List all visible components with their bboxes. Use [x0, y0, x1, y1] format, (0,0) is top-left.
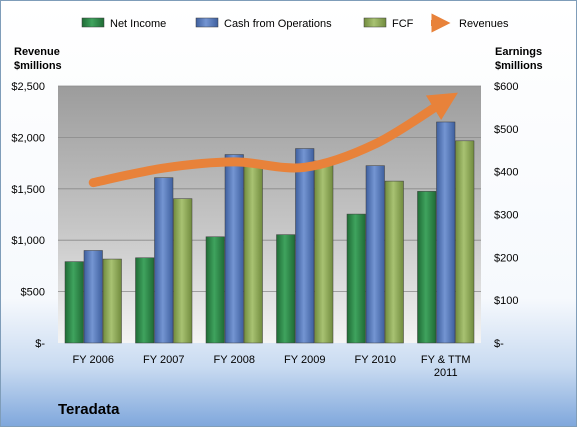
bar-fcf: [173, 198, 193, 344]
bar-cash-from-operations: [295, 148, 315, 344]
x-axis-ticks: FY 2006 FY 2007 FY 2008 FY 2009 FY 2010 FY & …: [73, 354, 471, 379]
x-tick-label-line: FY 2008: [214, 354, 255, 366]
right-tick-label: $600: [494, 81, 518, 93]
bar-net-income: [346, 213, 366, 344]
bar-net-income: [276, 234, 296, 344]
x-tick-label: FY 2007: [143, 354, 184, 366]
left-tick-label: $1,500: [11, 184, 45, 196]
x-tick-label-line: 2011: [434, 367, 458, 379]
left-axis-title-line-2: $millions: [14, 60, 62, 72]
bar-net-income: [205, 236, 225, 344]
legend-label: Revenues: [459, 18, 509, 30]
plot-area: [58, 86, 481, 343]
bar-net-income: [135, 257, 155, 344]
legend-label: Net Income: [110, 18, 166, 30]
legend-item-fcf: FCF: [363, 17, 414, 30]
gridlines: [58, 85, 481, 293]
legend-item-revenues: Revenues: [431, 13, 509, 33]
company-name: Teradata: [58, 401, 120, 418]
right-tick-label: $100: [494, 295, 518, 307]
right-tick-label: $-: [494, 338, 504, 350]
left-axis-title-line-1: Revenue: [14, 46, 60, 58]
legend-item-cash-from-operations: Cash from Operations: [195, 17, 332, 30]
x-tick-label-line: FY 2010: [355, 354, 396, 366]
right-axis-title-line-2: $millions: [495, 60, 543, 72]
right-axis-title: Earnings $millions: [495, 46, 545, 72]
right-tick-label: $500: [494, 124, 518, 136]
x-tick-label-line: FY 2007: [143, 354, 184, 366]
bar-fcf: [384, 180, 404, 344]
legend: Net Income Cash from Operations FCF Revenue…: [81, 13, 509, 33]
bar-fcf: [455, 140, 475, 344]
right-tick-label: $300: [494, 210, 518, 222]
bar-cash-from-operations: [83, 250, 103, 344]
legend-label: Cash from Operations: [224, 18, 332, 30]
x-tick-label: FY & TTM 2011: [421, 354, 471, 379]
x-tick-label-line: FY 2006: [73, 354, 114, 366]
x-tick-label: FY 2008: [214, 354, 255, 366]
x-tick-label: FY 2009: [284, 354, 325, 366]
bar-fcf: [102, 258, 122, 344]
bar-fcf: [243, 162, 263, 344]
right-axis-title-line-1: Earnings: [495, 46, 542, 58]
bar-net-income: [417, 191, 437, 344]
x-tick-label-line: FY 2009: [284, 354, 325, 366]
left-axis-ticks: $- $500 $1,000 $1,500 $2,000 $2,500: [11, 81, 45, 350]
left-tick-label: $2,000: [11, 132, 45, 144]
revenues-series-line: [88, 92, 458, 188]
left-axis-title: Revenue $millions: [14, 46, 63, 72]
right-tick-label: $200: [494, 252, 518, 264]
left-tick-label: $-: [35, 338, 45, 350]
x-tick-label-line: FY & TTM: [421, 354, 471, 366]
legend-label: FCF: [392, 18, 414, 30]
bar-net-income: [64, 261, 84, 344]
bar-cash-from-operations: [154, 177, 174, 344]
legend-item-net-income: Net Income: [81, 17, 166, 30]
x-tick-label: FY 2006: [73, 354, 114, 366]
right-tick-label: $400: [494, 167, 518, 179]
left-tick-label: $1,000: [11, 235, 45, 247]
bar-cash-from-operations: [436, 121, 456, 344]
left-tick-label: $500: [21, 287, 45, 299]
left-tick-label: $2,500: [11, 81, 45, 93]
right-axis-ticks: $- $100 $200 $300 $400 $500 $600: [494, 81, 518, 350]
bar-fcf: [314, 160, 334, 344]
legend-swatch: [81, 17, 105, 28]
legend-swatch: [363, 17, 387, 28]
x-tick-label: FY 2010: [355, 354, 396, 366]
bar-cash-from-operations: [224, 154, 244, 344]
bar-cash-from-operations: [365, 165, 385, 344]
legend-swatch: [195, 17, 219, 28]
revenue-line: [88, 92, 458, 188]
bars: [64, 121, 475, 344]
